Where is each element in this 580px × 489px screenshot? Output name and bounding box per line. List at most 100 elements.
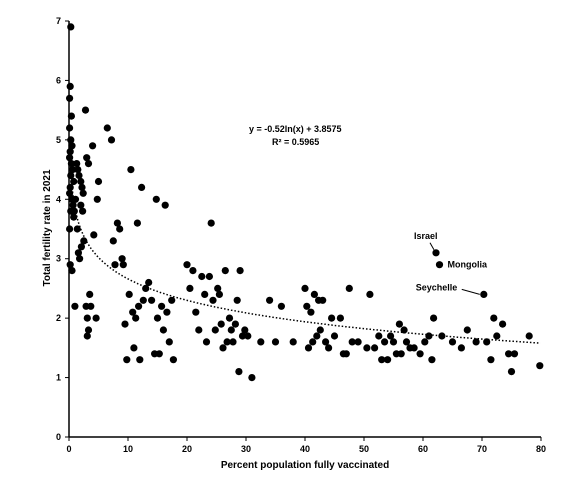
data-point	[438, 332, 446, 340]
data-point	[66, 189, 74, 197]
data-point	[378, 356, 386, 364]
y-tick-label: 1	[56, 373, 61, 383]
data-point	[303, 302, 311, 310]
data-point	[387, 332, 395, 340]
x-tick-label: 0	[66, 444, 71, 454]
data-point	[84, 326, 93, 334]
y-axis-title: Total fertility rate in 2021	[42, 169, 53, 287]
data-point	[301, 284, 309, 292]
data-point	[66, 94, 74, 102]
data-point	[81, 106, 90, 114]
data-point	[192, 308, 200, 316]
data-point	[165, 338, 173, 346]
data-point	[536, 362, 544, 370]
data-point	[67, 171, 75, 180]
data-point	[66, 225, 74, 233]
data-point	[116, 225, 124, 233]
data-point	[129, 308, 137, 316]
data-point	[77, 243, 85, 251]
data-point	[135, 302, 143, 310]
data-point	[125, 290, 133, 298]
data-point	[219, 344, 227, 352]
annotation-leader	[461, 288, 480, 295]
data-point	[66, 82, 74, 90]
data-point	[68, 142, 76, 150]
data-point	[510, 350, 519, 358]
data-point	[316, 326, 324, 334]
data-point	[139, 296, 147, 304]
data-point	[145, 278, 153, 287]
x-tick-label: 60	[418, 444, 428, 454]
data-point	[68, 267, 76, 275]
data-point	[168, 296, 176, 304]
data-point	[83, 332, 91, 340]
data-point	[66, 261, 74, 269]
y-tick-label: 5	[56, 135, 61, 145]
data-point	[103, 124, 111, 132]
data-point	[159, 326, 167, 334]
x-tick-label: 40	[300, 444, 310, 454]
data-point	[366, 290, 374, 298]
data-point	[309, 338, 317, 346]
data-point	[186, 284, 194, 292]
data-point	[195, 326, 203, 334]
x-tick-label: 50	[359, 444, 369, 454]
data-point	[71, 302, 79, 310]
data-point	[328, 314, 336, 322]
data-point	[90, 231, 98, 239]
y-tick-label: 6	[56, 75, 61, 85]
data-point	[148, 296, 156, 304]
data-point	[67, 112, 75, 120]
data-point	[132, 314, 140, 322]
data-point	[79, 207, 87, 215]
data-point	[310, 290, 318, 298]
data-point	[142, 284, 150, 292]
data-point	[111, 261, 119, 269]
x-ticks: 0 10 20 30 40 50 60 70 80	[66, 437, 546, 454]
data-point	[428, 356, 436, 364]
data-point	[67, 160, 75, 168]
data-point	[233, 296, 241, 304]
data-point	[118, 255, 126, 263]
data-point	[198, 272, 206, 281]
data-point	[119, 261, 127, 269]
data-point	[457, 344, 465, 352]
data-point	[209, 296, 217, 304]
data-point	[74, 166, 82, 174]
trendline-equation: y = -0.52ln(x) + 3.8575	[249, 124, 342, 134]
data-point	[80, 237, 88, 245]
data-point	[70, 207, 78, 215]
data-point	[183, 261, 191, 269]
data-point	[395, 320, 403, 328]
data-point	[158, 302, 166, 310]
trendline	[70, 170, 541, 344]
data-point	[505, 350, 513, 358]
data-point	[215, 290, 223, 298]
data-point	[152, 195, 160, 203]
data-point	[472, 338, 480, 346]
data-point	[325, 344, 333, 352]
data-point	[271, 338, 280, 346]
data-point	[266, 296, 274, 304]
y-ticks: 0 1 2 3 4 5 6 7	[56, 16, 69, 442]
data-point	[236, 267, 244, 275]
data-point	[402, 338, 411, 346]
data-point	[229, 338, 237, 346]
data-point	[68, 166, 77, 174]
data-point	[202, 338, 211, 346]
data-point	[227, 326, 235, 334]
data-point	[93, 195, 101, 203]
x-tick-label: 70	[477, 444, 487, 454]
data-point	[241, 326, 249, 334]
y-tick-label: 4	[56, 194, 61, 204]
data-point	[348, 338, 356, 346]
data-point	[214, 284, 222, 292]
data-point	[77, 201, 85, 209]
x-axis-title: Percent population fully vaccinated	[221, 460, 389, 471]
data-point	[277, 302, 285, 310]
data-point	[375, 332, 383, 340]
data-point	[384, 356, 392, 364]
data-point	[138, 183, 146, 191]
data-point	[342, 350, 350, 358]
data-point	[66, 183, 74, 191]
